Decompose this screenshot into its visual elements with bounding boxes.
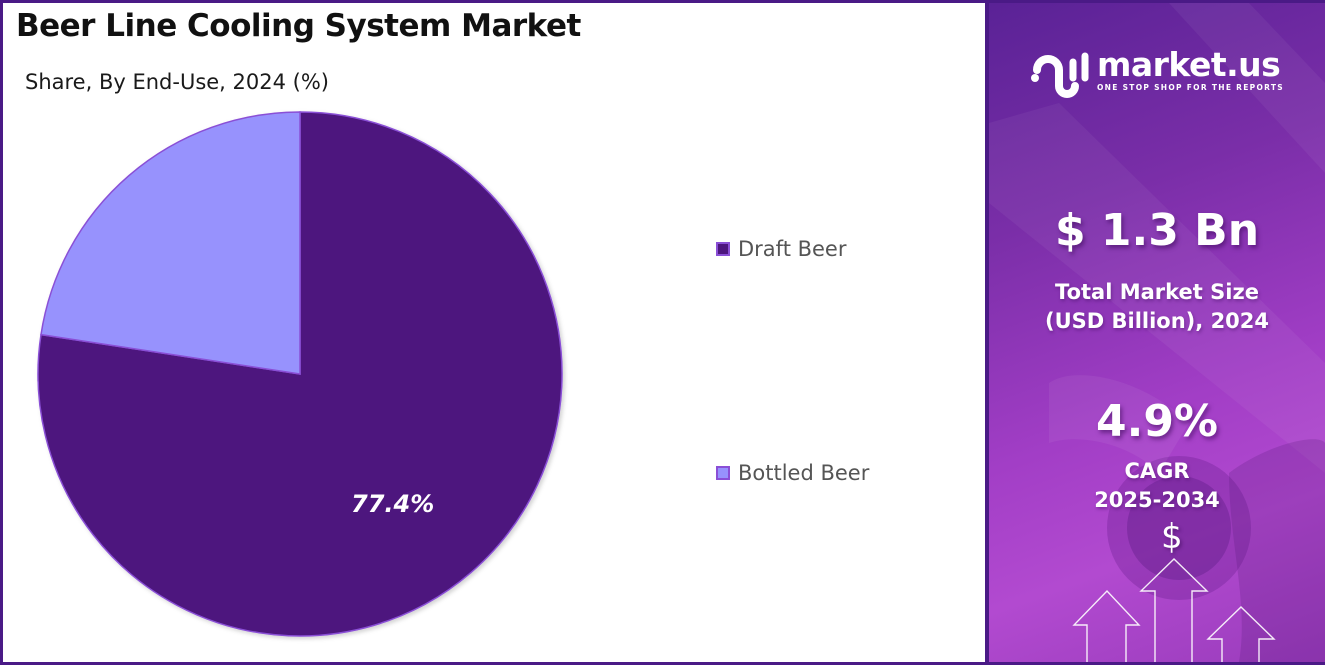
legend-label: Bottled Beer: [738, 461, 870, 485]
cagr-caption-line1: CAGR: [1124, 459, 1190, 483]
cagr-caption: CAGR 2025-2034: [989, 457, 1325, 515]
pie-label-draft-beer: 77.4%: [351, 490, 435, 518]
chart-subtitle: Share, By End-Use, 2024 (%): [25, 70, 329, 94]
dollar-icon: $: [1161, 517, 1183, 557]
bottom-border: [0, 662, 1325, 665]
brand-tagline: ONE STOP SHOP FOR THE REPORTS: [1097, 83, 1284, 92]
market-size-caption-line1: Total Market Size: [1055, 280, 1259, 304]
legend-item-draft-beer[interactable]: Draft Beer: [716, 237, 847, 261]
cagr-caption-line2: 2025-2034: [1094, 488, 1220, 512]
legend-label: Draft Beer: [738, 237, 847, 261]
cagr-value: 4.9%: [1095, 396, 1219, 447]
pie-slice-bottled-beer[interactable]: [40, 111, 301, 375]
arrows-icon: [1072, 558, 1276, 662]
market-size-block: $ 1.3 Bn: [989, 205, 1325, 256]
legend-swatch-draft-beer: [716, 242, 730, 256]
brand-name: market.us: [1097, 45, 1281, 84]
market-us-logo-icon: [1031, 52, 1089, 98]
legend-swatch-bottled-beer: [716, 466, 730, 480]
background-decoration: [989, 3, 1325, 662]
top-border: [0, 0, 1325, 3]
brand-logo[interactable]: market.us ONE STOP SHOP FOR THE REPORTS: [1029, 48, 1284, 100]
chart-area: Beer Line Cooling System Market Share, B…: [16, 8, 869, 637]
side-panel: market.us ONE STOP SHOP FOR THE REPORTS …: [989, 3, 1325, 662]
panel-divider: [985, 0, 989, 665]
chart-title: Beer Line Cooling System Market: [16, 8, 581, 44]
pie-chart: [37, 111, 563, 637]
legend-item-bottled-beer[interactable]: Bottled Beer: [716, 461, 869, 485]
cagr-block: 4.9%: [989, 396, 1325, 447]
market-size-caption: Total Market Size (USD Billion), 2024: [989, 278, 1325, 336]
market-size-caption-line2: (USD Billion), 2024: [1044, 309, 1270, 333]
market-size-value: $ 1.3 Bn: [1054, 205, 1260, 256]
